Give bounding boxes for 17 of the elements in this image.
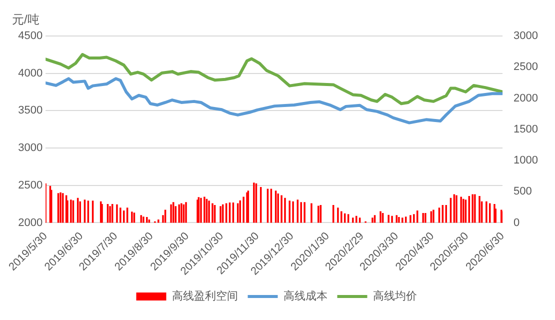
y-tick-label: 4500 <box>18 30 43 42</box>
y-tick-label: 3500 <box>18 104 43 117</box>
y2-tick-label: 0 <box>514 216 520 229</box>
y2-tick-label: 1500 <box>514 123 538 136</box>
y2-tick-label: 500 <box>514 186 532 198</box>
y-tick-label: 2500 <box>18 179 43 192</box>
legend-label: 高线盈利空间 <box>172 290 238 303</box>
y-tick-label: 4000 <box>18 67 43 80</box>
y-tick-label: 3000 <box>18 142 43 154</box>
y2-tick-label: 2500 <box>514 61 538 74</box>
y2-tick-label: 3000 <box>514 30 538 42</box>
y-axis-title: 元/吨 <box>12 12 40 26</box>
legend-label: 高线成本 <box>283 290 328 303</box>
y-tick-label: 2000 <box>18 216 43 229</box>
y2-tick-label: 2000 <box>514 92 538 104</box>
legend-label: 高线均价 <box>372 290 417 303</box>
y2-tick-label: 1000 <box>514 154 538 167</box>
